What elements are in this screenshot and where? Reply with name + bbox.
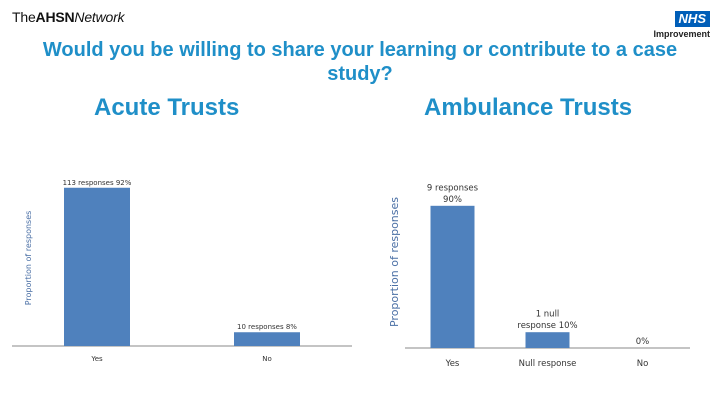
tick-label-ambulance-0: Yes bbox=[445, 359, 460, 369]
nhs-improvement-logo: NHS Improvement bbox=[652, 10, 710, 39]
logo-prefix: The bbox=[12, 9, 36, 25]
tick-label-acute-0: Yes bbox=[90, 355, 103, 363]
bar-acute-1 bbox=[234, 332, 300, 346]
tick-label-acute-1: No bbox=[262, 355, 272, 363]
bar-ambulance-0 bbox=[430, 205, 475, 348]
logo-bold: AHSN bbox=[35, 9, 75, 25]
bar-ambulance-1 bbox=[525, 332, 570, 348]
data-label-ambulance-0-line1: 90% bbox=[443, 195, 462, 205]
chart-title-ambulance: Ambulance Trusts bbox=[424, 94, 633, 121]
nhs-subtitle: Improvement bbox=[653, 29, 710, 39]
bar-acute-0 bbox=[64, 187, 130, 346]
y-axis-label-acute: Proportion of responses bbox=[24, 211, 33, 306]
logo-suffix: Network bbox=[74, 9, 125, 25]
slide-title: Would you be willing to share your learn… bbox=[42, 39, 678, 85]
y-axis-label-ambulance: Proportion of responses bbox=[388, 197, 401, 327]
tick-label-ambulance-2: No bbox=[637, 359, 649, 369]
data-label-ambulance-1-line1: response 10% bbox=[517, 321, 577, 331]
ahsn-network-logo: TheAHSNNetwork bbox=[12, 9, 125, 25]
data-label-ambulance-1-line0: 1 null bbox=[536, 310, 560, 320]
data-label-ambulance-2: 0% bbox=[636, 337, 650, 347]
data-label-acute-1: 10 responses 8% bbox=[237, 323, 297, 331]
tick-label-ambulance-1: Null response bbox=[519, 359, 577, 369]
data-label-ambulance-0-line0: 9 responses bbox=[427, 183, 479, 193]
data-label-acute-0: 113 responses 92% bbox=[63, 179, 132, 187]
chart-title-acute: Acute Trusts bbox=[94, 94, 240, 121]
nhs-badge: NHS bbox=[674, 11, 710, 27]
